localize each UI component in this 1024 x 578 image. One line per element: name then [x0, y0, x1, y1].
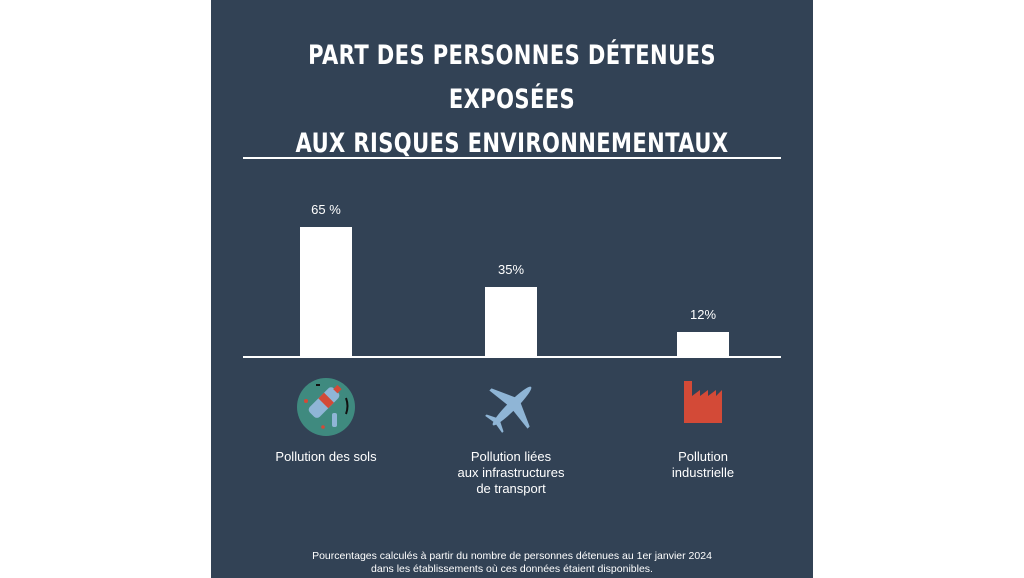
- title-line-1: PART DES PERSONNES DÉTENUES EXPOSÉES: [308, 40, 716, 115]
- title-line-2: AUX RISQUES ENVIRONNEMENTAUX: [295, 128, 729, 159]
- bar-chart: 65 % Pollution des sols 35% Pollution liées…: [211, 0, 813, 578]
- airplane-icon: [484, 378, 540, 439]
- bar-0: [300, 226, 352, 356]
- footnote-line-1: Pourcentages calculés à partir du nombre…: [312, 550, 712, 562]
- infographic-panel: PART DES PERSONNES DÉTENUES EXPOSÉES AUX…: [211, 0, 813, 578]
- factory-icon: [683, 380, 723, 429]
- category-label-1: Pollution liées aux infrastructures de tra…: [457, 449, 565, 496]
- footnote-line-2: dans les établissements où ces données é…: [371, 563, 653, 575]
- value-label-0: 65 %: [311, 201, 341, 217]
- value-label-1: 35%: [497, 261, 525, 277]
- category-label-2: Pollution industrielle: [671, 449, 735, 480]
- footnote: Pourcentages calculés à partir du nombre…: [211, 550, 813, 576]
- baseline: [243, 356, 781, 358]
- value-label-2: 12%: [689, 307, 717, 323]
- bar-1: [485, 286, 537, 356]
- soil-pollution-icon: [296, 376, 356, 441]
- category-label-0: Pollution des sols: [275, 449, 377, 464]
- top-divider: [243, 157, 781, 159]
- bar-2: [677, 332, 729, 356]
- chart-title: PART DES PERSONNES DÉTENUES EXPOSÉES AUX…: [277, 34, 747, 166]
